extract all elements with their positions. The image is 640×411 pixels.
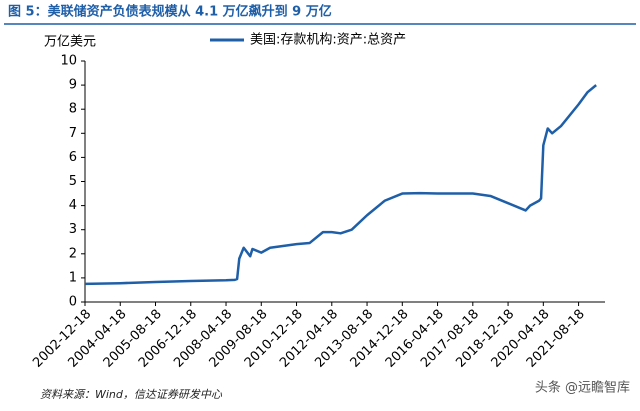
chart-title: 图 5：美联储资产负债表规模从 4.1 万亿飙升到 9 万亿: [8, 4, 332, 20]
y-tick-label: 0: [69, 295, 77, 310]
y-tick-label: 8: [69, 102, 77, 117]
y-tick-label: 6: [69, 150, 77, 165]
y-tick-label: 2: [69, 246, 77, 261]
y-tick-label: 4: [69, 198, 77, 213]
y-tick-label: 5: [69, 174, 77, 189]
y-unit: 万亿美元: [44, 35, 96, 50]
y-tick-label: 3: [69, 222, 77, 237]
data-line: [84, 84, 597, 286]
y-tick-label: 10: [60, 54, 77, 69]
legend-label: 美国:存款机构:资产:总资产: [250, 33, 406, 48]
y-tick-label: 7: [69, 126, 77, 141]
watermark: 头条 @远瞻智库: [535, 380, 630, 396]
y-tick-label: 1: [69, 270, 77, 285]
source-note: 资料来源：Wind，信达证券研发中心: [40, 388, 223, 401]
y-tick-label: 9: [69, 78, 77, 93]
